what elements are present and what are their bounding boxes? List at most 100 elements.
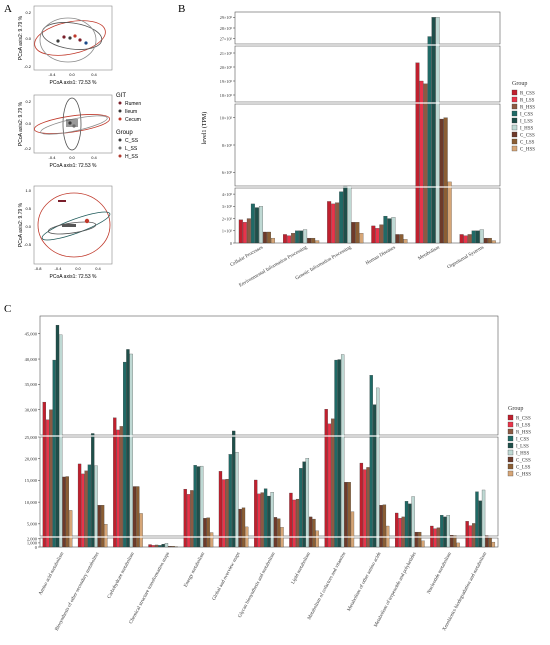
y-tick-label: 2×10⁵: [222, 216, 233, 221]
bar: [347, 482, 351, 548]
bar: [289, 492, 293, 548]
bar: [404, 501, 409, 548]
point: [84, 41, 88, 45]
y-tick-label: 4×10⁵: [222, 192, 233, 197]
bar: [415, 62, 420, 244]
bar: [439, 118, 444, 244]
bar: [335, 202, 340, 244]
legend-swatch: [507, 442, 514, 449]
bar: [303, 229, 308, 244]
pcoa-1-xlabel: PCoA axis1: 72.53 %: [50, 80, 98, 86]
ellipse-cecum: [47, 221, 97, 235]
pcoa-legend-group: Group C_SS L_SS H_SS: [116, 130, 139, 160]
level1-bar-chart: 0 1×10⁵ 2×10⁵ 3×10⁵ 4×10⁵ 6×10⁵ 8×10⁵ 10×10⁵ 18×…: [220, 11, 501, 289]
axis-panel: [234, 11, 501, 45]
bar: [225, 478, 229, 548]
legend-label: I_LSS: [520, 120, 533, 125]
point: [56, 39, 60, 43]
x-category-label: Metabolism of other amino acids: [347, 552, 382, 613]
bar: [446, 515, 450, 548]
bar: [475, 491, 479, 548]
bar: [42, 401, 46, 548]
bar: [491, 541, 496, 548]
legend-swatch: [511, 96, 518, 103]
point: [78, 38, 82, 42]
point-cluster: [66, 119, 78, 127]
legend-swatch: [507, 421, 514, 428]
y-tick-label: 28×10⁵: [220, 26, 233, 31]
pcoa-3-ytick-1: 1.0: [25, 188, 31, 193]
y-tick-label: 10,000: [25, 500, 38, 506]
bar: [327, 201, 332, 244]
y-tick-label: 19×10⁵: [220, 79, 233, 84]
axis-break: [234, 44, 501, 46]
bar: [190, 490, 194, 548]
bar: [228, 454, 232, 548]
pcoa-legend-git: GIT Rumen Ileum Cecum: [116, 93, 141, 123]
bar: [193, 465, 197, 548]
bar: [485, 535, 489, 548]
ellipse-cecum: [39, 17, 97, 63]
legend-label: I_HSS: [520, 127, 534, 132]
ellipse-ileum: [62, 97, 82, 151]
bar: [295, 498, 300, 548]
ellipse-ileum: [41, 211, 111, 241]
bar: [344, 482, 348, 548]
bar: [337, 359, 341, 548]
axis-panel: [234, 103, 501, 187]
bar: [343, 185, 348, 244]
y-tick-label: 15,000: [25, 478, 38, 484]
bar: [435, 17, 440, 244]
ellipse-rumen: [33, 114, 111, 134]
level1-y-axis-label: level1 (TPM): [201, 112, 208, 145]
axis-break: [234, 186, 501, 188]
bar: [472, 523, 476, 548]
legend-swatch: [511, 131, 518, 138]
y-tick-label: 8×10⁵: [222, 143, 233, 148]
axis-panel: [234, 45, 501, 103]
x-category-label: Human Diseases: [365, 245, 397, 266]
legend-swatch: [511, 117, 518, 124]
legend-swatch: [511, 145, 518, 152]
bar: [77, 463, 82, 548]
pcoa-plot-1-frame: [33, 5, 113, 71]
ellipse-rumen: [37, 192, 111, 258]
legend-label: R_CSS: [516, 417, 531, 422]
bar: [119, 426, 124, 548]
x-category-label: Cellular Processes: [230, 245, 264, 268]
bar: [408, 503, 412, 548]
bar: [334, 359, 338, 548]
bar: [423, 83, 428, 244]
point: [62, 35, 66, 39]
x-category-label: Global and overview maps: [212, 552, 242, 602]
y-tick-label: 1,000: [27, 541, 38, 547]
bar: [440, 515, 444, 548]
legend-label: R_CSS: [520, 92, 535, 97]
bar: [136, 486, 140, 548]
legend-swatch: [511, 124, 518, 131]
y-tick-label: 25,000: [25, 435, 38, 441]
bar: [327, 423, 332, 548]
bar: [379, 224, 384, 244]
level1-legend: Group R_CSS R_LSS R_HSS I_CSS I_LSS I_HSS C_CSS…: [511, 81, 535, 153]
y-tick-label: 27×10⁵: [220, 36, 233, 41]
y-tick-label: 5,000: [27, 522, 38, 528]
bar: [391, 217, 396, 244]
bar: [200, 465, 204, 548]
axis-break: [39, 435, 499, 437]
bar: [123, 361, 127, 548]
bar: [129, 353, 133, 548]
bar: [52, 359, 56, 548]
bar: [158, 545, 162, 548]
bar: [260, 492, 264, 548]
x-category-label: Biosynthesis of other secondary metaboli…: [55, 552, 101, 632]
bar: [355, 222, 360, 244]
point: [68, 121, 72, 125]
bar: [65, 476, 69, 548]
pcoa-3-xtick-4: 0.4: [95, 266, 101, 271]
bar: [183, 488, 187, 548]
legend-label: C_HSS: [516, 473, 531, 478]
bar: [312, 518, 316, 548]
